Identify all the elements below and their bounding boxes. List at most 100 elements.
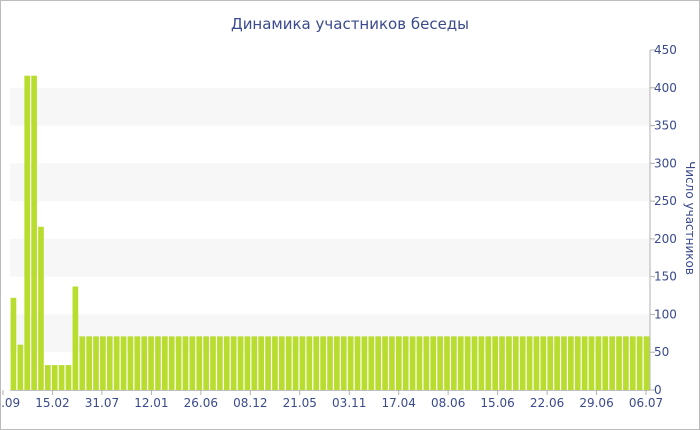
bar [423, 336, 430, 390]
bar [38, 226, 44, 390]
y-tick-label: 200 [654, 232, 677, 246]
x-tick-label: 22.06 [530, 396, 564, 410]
bar [17, 344, 24, 390]
bar [134, 336, 141, 390]
bar [499, 336, 505, 390]
bar [320, 336, 326, 390]
bar-series [10, 75, 650, 390]
bar [168, 336, 175, 390]
bar [340, 336, 347, 390]
bar [162, 336, 168, 390]
bar [141, 336, 148, 390]
grid-band [10, 238, 650, 277]
y-tick-label: 400 [654, 81, 677, 95]
y-tick-label: 50 [654, 345, 669, 359]
grid-bands [10, 87, 650, 353]
bar [588, 336, 595, 390]
bar [512, 336, 519, 390]
bar [623, 336, 629, 390]
bar [106, 336, 113, 390]
x-tick-label: 15.06 [480, 396, 514, 410]
bar [237, 336, 244, 390]
x-tick-label: 15.02 [35, 396, 69, 410]
bar [285, 336, 292, 390]
y-ticks: 0 50 100 150 200 250 300 350 400 450 [650, 43, 677, 397]
bar [636, 336, 643, 390]
bar [217, 336, 223, 390]
bar [79, 336, 86, 390]
bar [203, 336, 209, 390]
y-tick-label: 450 [654, 43, 677, 57]
bar [155, 336, 161, 390]
bar [86, 336, 92, 390]
bar [478, 336, 485, 390]
bar [629, 336, 636, 390]
x-tick-label: 08.06 [431, 396, 465, 410]
bar [616, 336, 622, 390]
bar [409, 336, 416, 390]
bar [196, 336, 203, 390]
bar [251, 336, 258, 390]
bar [451, 336, 457, 390]
bar [299, 336, 306, 390]
bar [58, 365, 65, 390]
y-tick-label: 150 [654, 270, 677, 284]
x-tick-label: 26.06 [184, 396, 218, 410]
bar [437, 336, 443, 390]
bar [506, 336, 512, 390]
bar [568, 336, 574, 390]
bar [223, 336, 230, 390]
bar [292, 336, 299, 390]
bar [189, 336, 196, 390]
bar [31, 75, 37, 390]
bar [113, 336, 120, 390]
bar [127, 336, 134, 390]
bar [643, 336, 650, 390]
chart-title: Динамика участников беседы [231, 15, 469, 33]
bar [327, 336, 333, 390]
bar [526, 336, 533, 390]
y-tick-label: 250 [654, 194, 677, 208]
y-tick-label: 300 [654, 156, 677, 170]
bar [416, 336, 423, 390]
y-tick-label: 100 [654, 307, 677, 321]
bar [375, 336, 382, 390]
bar [45, 365, 51, 390]
x-tick-label: 31.07 [85, 396, 119, 410]
bar [354, 336, 361, 390]
bar [492, 336, 498, 390]
bar [430, 336, 437, 390]
x-tick-label: 17.04 [382, 396, 416, 410]
grid-band [10, 163, 650, 202]
bar [244, 336, 251, 390]
x-tick-label: 03.09 [0, 396, 20, 410]
bar [347, 336, 354, 390]
bar [581, 336, 588, 390]
bar [464, 336, 471, 390]
bar [306, 336, 313, 390]
bar [444, 336, 450, 390]
bar [93, 336, 99, 390]
bar [313, 336, 320, 390]
bar [547, 336, 554, 390]
bar [65, 365, 72, 390]
bar [24, 75, 31, 390]
grid-band [10, 87, 650, 126]
bar [272, 336, 278, 390]
bar [554, 336, 560, 390]
y-axis-title: Число участников [683, 161, 697, 275]
bar [72, 286, 79, 390]
bar [361, 336, 368, 390]
bar [602, 336, 609, 390]
bar [182, 336, 189, 390]
bar [533, 336, 540, 390]
x-tick-label: 06.07 [629, 396, 663, 410]
y-tick-label: 0 [654, 383, 662, 397]
bar [265, 336, 271, 390]
bar [382, 336, 388, 390]
bar [609, 336, 615, 390]
bar [540, 336, 547, 390]
bar [148, 336, 154, 390]
bar [120, 336, 127, 390]
